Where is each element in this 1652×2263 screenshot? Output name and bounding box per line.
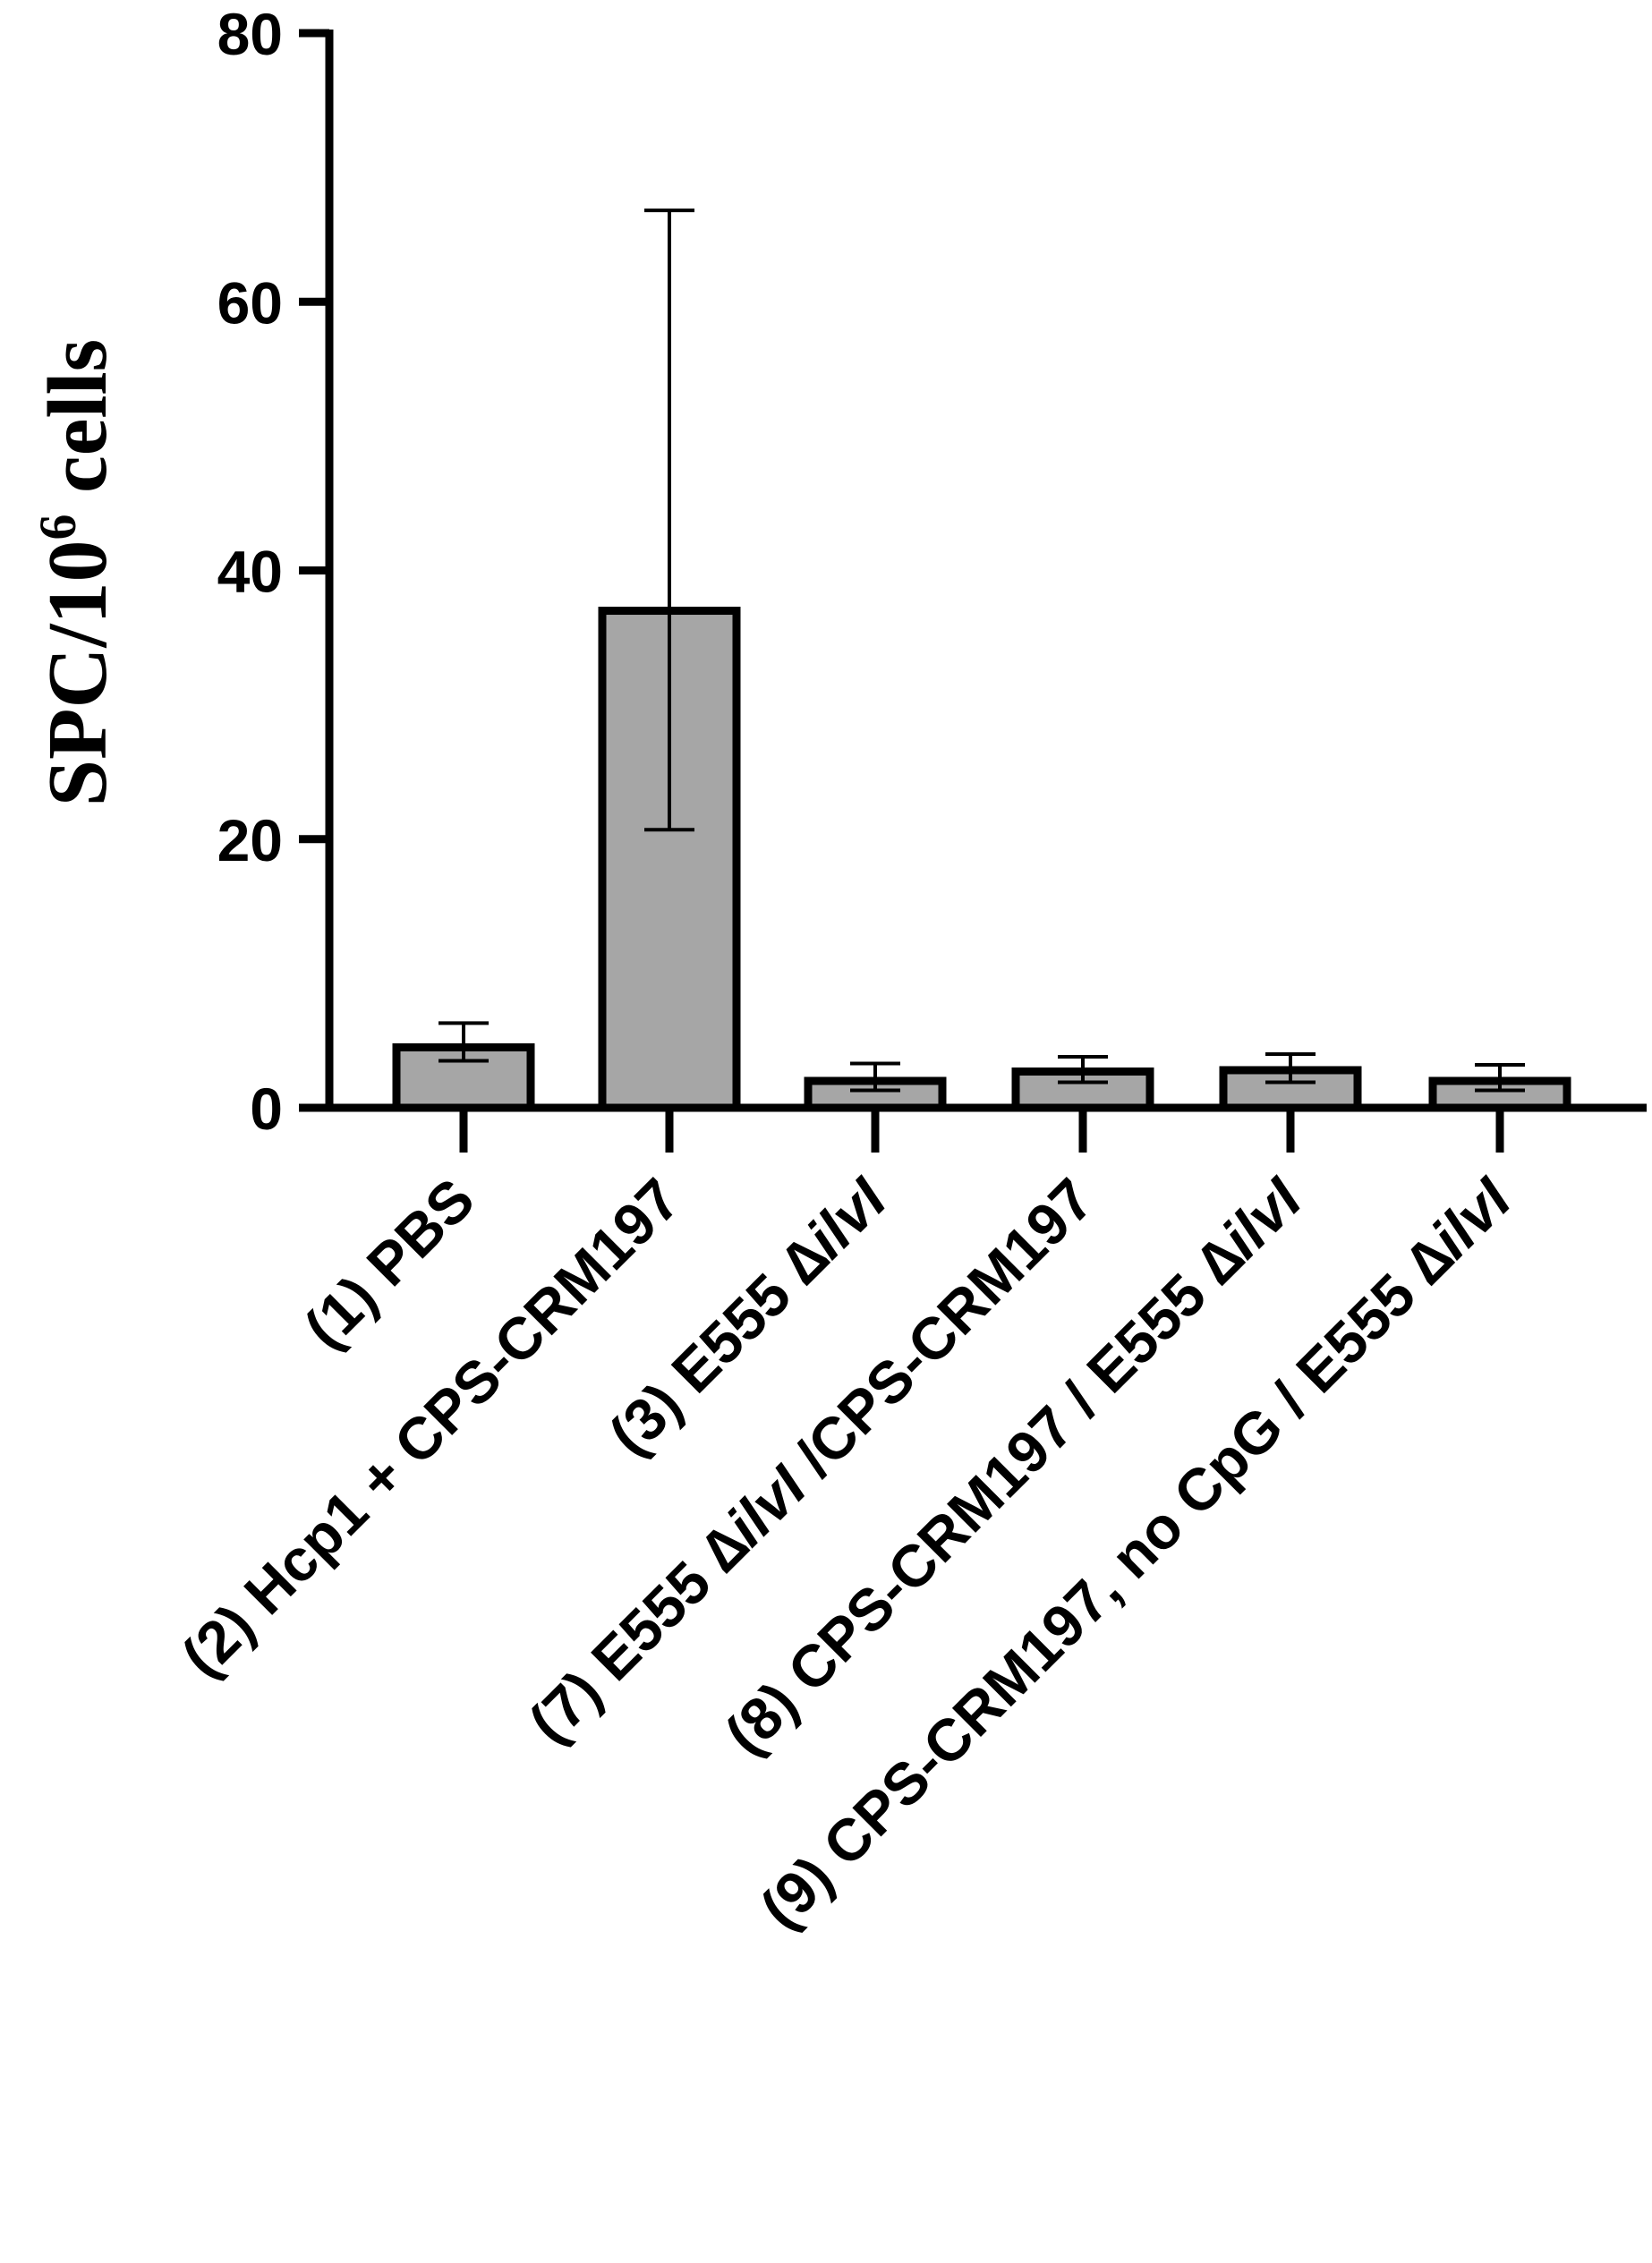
x-tick-label: (9) CPS-CRM197, no CpG / E555 ∆ilvI: [747, 1164, 1524, 1941]
y-tick-label: 0: [250, 1076, 283, 1142]
y-axis-title-superscript: 6: [29, 515, 87, 540]
y-axis-title-prefix: SPC/10: [31, 540, 124, 807]
y-tick-label: 20: [217, 807, 283, 873]
y-axis-title: SPC/106 cells: [29, 339, 124, 806]
error-bar-5: [1265, 1051, 1316, 1085]
axes-layer: [299, 29, 1647, 1153]
x-tick-label: (1) PBS: [292, 1166, 487, 1361]
error-bar-2: [644, 208, 694, 832]
y-axis-title-suffix: cells: [31, 339, 124, 515]
x-tick-label-part: (1) PBS: [292, 1166, 487, 1361]
error-bar-4: [1058, 1054, 1108, 1085]
error-bar-6: [1475, 1062, 1525, 1093]
y-tick-label: 80: [217, 1, 283, 67]
error-bars-layer: [439, 208, 1525, 1093]
error-bar-3: [850, 1061, 900, 1093]
y-tick-label: 40: [217, 539, 283, 605]
y-tick-label: 60: [217, 269, 283, 336]
bars-layer: [392, 607, 1571, 1112]
error-bar-1: [439, 1021, 489, 1063]
